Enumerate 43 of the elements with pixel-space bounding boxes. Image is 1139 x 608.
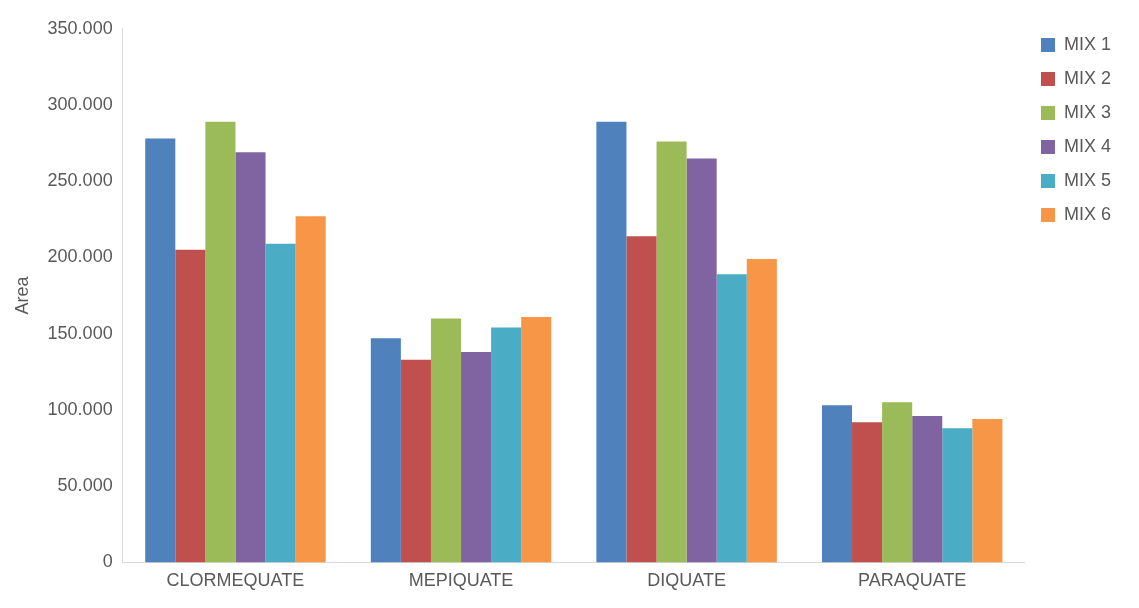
y-tick-label: 350.000 [47,17,113,38]
legend-label: MIX 4 [1063,135,1111,156]
y-tick-label: 200.000 [47,246,113,267]
y-tick-label: 300.000 [47,94,113,114]
bar [912,416,943,563]
bar [145,138,176,563]
y-tick-label: 150.000 [47,322,113,343]
bar [461,352,492,563]
x-tick-label: PARAQUATE [858,570,967,591]
bar [596,121,627,563]
bar [716,274,747,563]
bar [852,422,883,563]
bar [265,243,296,563]
y-tick-label: 50.000 [57,475,113,496]
x-tick-label: DIQUATE [647,570,726,591]
y-axis-title: Area [11,275,32,315]
bar [821,405,853,563]
bar [942,428,973,563]
bar [235,152,266,563]
bar [656,141,687,563]
bar [882,402,913,563]
bar [370,338,401,563]
x-tick-label: CLORMEQUATE [166,570,305,591]
bar [686,158,717,563]
bar [430,318,462,563]
legend-label: MIX 2 [1063,67,1111,88]
bar [295,216,326,563]
legend-label: MIX 1 [1063,33,1111,54]
y-tick-label: 100.000 [47,398,113,419]
bar [746,259,777,563]
legend-label: MIX 5 [1063,169,1111,190]
legend-label: MIX 3 [1063,101,1111,122]
y-tick-label: 250.000 [47,170,113,191]
bar [521,316,552,563]
bar [626,236,657,563]
bar [205,121,236,563]
bar [491,327,522,563]
bar [972,419,1003,563]
x-tick-label: MEPIQUATE [408,570,514,591]
bar [175,249,206,563]
y-tick-label: 0 [102,551,113,572]
bar [400,359,431,563]
legend-label: MIX 6 [1063,203,1111,224]
